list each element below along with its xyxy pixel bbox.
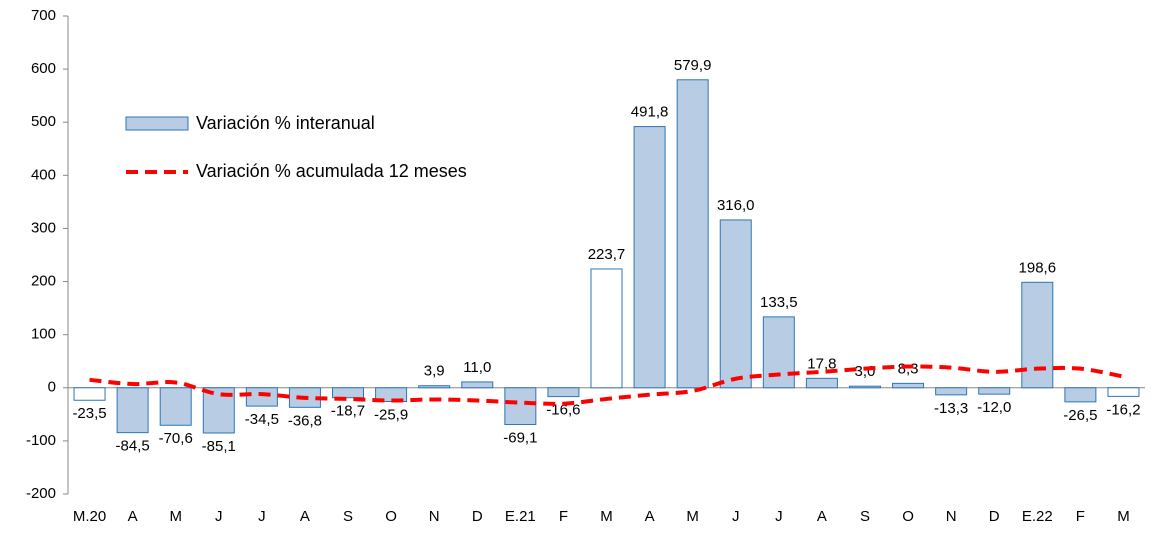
data-label: 316,0	[717, 197, 755, 214]
bar	[73, 387, 106, 401]
bar	[978, 387, 1011, 395]
x-tick-label: N	[946, 508, 957, 525]
x-tick-label: A	[817, 508, 827, 525]
data-label: 579,9	[674, 57, 712, 74]
x-tick-label: J	[732, 508, 740, 525]
x-tick-label: N	[429, 508, 440, 525]
legend-label: Variación % acumulada 12 meses	[196, 161, 467, 181]
x-tick-label: J	[775, 508, 783, 525]
data-label: -18,7	[331, 403, 365, 420]
x-tick-label: J	[215, 508, 223, 525]
bar	[719, 219, 752, 389]
bar	[805, 377, 838, 389]
data-label: 198,6	[1019, 259, 1057, 276]
x-tick-label: S	[343, 508, 353, 525]
bar	[547, 387, 580, 398]
data-label: -70,6	[159, 430, 193, 447]
x-tick-label: E.21	[505, 508, 536, 525]
data-label: -23,5	[72, 405, 106, 422]
y-tick-label: -200	[26, 485, 56, 502]
data-label: -12,0	[977, 399, 1011, 416]
data-label: 3,9	[424, 363, 445, 380]
data-label: -69,1	[503, 429, 537, 446]
bar	[245, 387, 278, 407]
y-tick-label: 600	[31, 60, 56, 77]
legend-label: Variación % interanual	[196, 113, 375, 133]
data-label: -13,3	[934, 400, 968, 417]
data-label: -85,1	[202, 438, 236, 455]
data-label: 133,5	[760, 294, 798, 311]
bar	[676, 79, 709, 389]
bar	[633, 126, 666, 389]
x-tick-label: E.22	[1022, 508, 1053, 525]
y-tick-label: 700	[31, 7, 56, 24]
y-tick-label: 200	[31, 273, 56, 290]
data-label: 11,0	[463, 359, 491, 376]
y-tick-label: 100	[31, 326, 56, 343]
x-tick-label: A	[128, 508, 138, 525]
bar	[461, 381, 494, 389]
bar	[892, 382, 925, 389]
bar	[762, 316, 795, 389]
x-tick-label: O	[902, 508, 914, 525]
x-tick-label: S	[860, 508, 870, 525]
x-tick-label: D	[472, 508, 483, 525]
bar	[1107, 387, 1140, 397]
data-label: -84,5	[116, 438, 150, 455]
bar	[935, 387, 968, 396]
data-label: 8,3	[898, 360, 919, 377]
y-tick-label: 500	[31, 113, 56, 130]
x-tick-label: M	[686, 508, 699, 525]
data-label: 491,8	[631, 104, 669, 121]
x-tick-label: J	[258, 508, 266, 525]
x-tick-label: M	[1117, 508, 1130, 525]
x-tick-label: A	[645, 508, 655, 525]
y-tick-label: 0	[48, 379, 56, 396]
bar	[590, 268, 623, 389]
x-tick-label: F	[1076, 508, 1085, 525]
x-tick-label: M	[600, 508, 613, 525]
line	[89, 364, 1124, 406]
data-label: -34,5	[245, 411, 279, 428]
y-tick-label: -100	[26, 432, 56, 449]
y-tick-label: 300	[31, 219, 56, 236]
data-label: -36,8	[288, 412, 322, 429]
x-tick-label: M.20	[73, 508, 106, 525]
data-label: -26,5	[1063, 407, 1097, 424]
data-label: -25,9	[374, 407, 408, 424]
x-tick-label: A	[300, 508, 310, 525]
x-tick-label: F	[559, 508, 568, 525]
bar	[332, 387, 365, 399]
legend-swatch	[125, 116, 189, 131]
bar	[504, 387, 537, 425]
data-label: -16,2	[1106, 401, 1140, 418]
bar	[1064, 387, 1097, 403]
bar	[116, 387, 149, 434]
bar	[848, 385, 881, 389]
bar	[159, 387, 192, 426]
bar	[418, 385, 451, 389]
data-label: 3,0	[855, 363, 876, 380]
x-tick-label: O	[385, 508, 397, 525]
data-label: 17,8	[807, 355, 836, 372]
bar	[1021, 281, 1054, 389]
bar	[375, 387, 408, 403]
y-tick-label: 400	[31, 166, 56, 183]
x-tick-label: M	[169, 508, 182, 525]
x-tick-label: D	[989, 508, 1000, 525]
data-label: 223,7	[588, 246, 626, 263]
